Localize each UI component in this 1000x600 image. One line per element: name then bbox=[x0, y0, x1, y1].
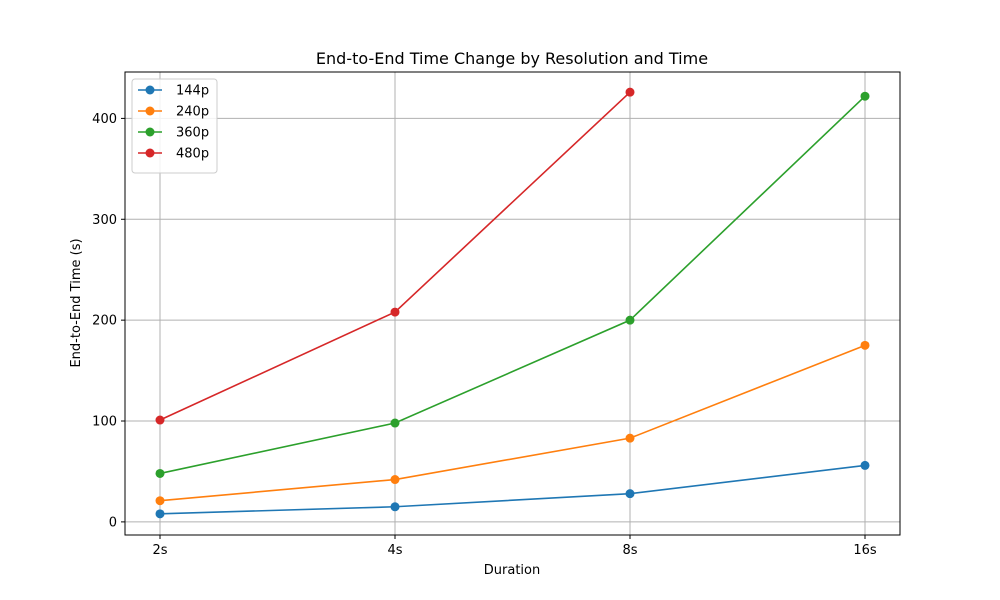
legend-label: 144p bbox=[176, 84, 209, 99]
legend-label: 240p bbox=[176, 105, 209, 120]
series-144p bbox=[155, 460, 870, 519]
data-point bbox=[860, 91, 870, 101]
y-tick: 100 bbox=[92, 415, 125, 430]
legend-marker bbox=[145, 85, 155, 95]
x-tick-label: 8s bbox=[622, 543, 637, 558]
y-tick-label: 0 bbox=[109, 515, 117, 530]
legend-box bbox=[131, 78, 218, 174]
legend-item: 360p bbox=[138, 126, 209, 141]
y-tick: 300 bbox=[92, 213, 125, 228]
y-tick-label: 100 bbox=[92, 415, 117, 430]
x-axis: 2s 4s 8s 16s bbox=[152, 535, 877, 558]
data-point bbox=[625, 315, 635, 325]
x-tick: 8s bbox=[622, 535, 638, 558]
x-axis-label: Duration bbox=[484, 563, 540, 578]
legend-marker bbox=[145, 127, 155, 137]
legend-label: 360p bbox=[176, 126, 209, 141]
data-point bbox=[625, 87, 635, 97]
legend-item: 240p bbox=[138, 105, 209, 120]
chart-title: End-to-End Time Change by Resolution and… bbox=[316, 49, 708, 68]
data-point bbox=[155, 509, 165, 519]
series-line bbox=[159, 464, 866, 515]
series-layer bbox=[155, 87, 870, 519]
series-480p bbox=[155, 87, 635, 425]
series-240p bbox=[155, 340, 870, 506]
y-axis-label: End-to-End Time (s) bbox=[69, 238, 84, 367]
x-tick-label: 16s bbox=[853, 543, 877, 558]
series-line bbox=[159, 344, 866, 502]
data-point bbox=[390, 475, 400, 485]
y-tick: 200 bbox=[92, 314, 125, 329]
legend: 144p 240p 360p 480p bbox=[131, 78, 218, 174]
series-360p bbox=[155, 91, 870, 478]
grid bbox=[125, 72, 900, 535]
legend-marker bbox=[145, 148, 155, 158]
series-line bbox=[159, 95, 866, 475]
y-tick: 0 bbox=[109, 515, 125, 530]
legend-item: 144p bbox=[138, 84, 209, 99]
data-point bbox=[625, 489, 635, 499]
data-point bbox=[155, 415, 165, 425]
data-point bbox=[390, 502, 400, 512]
x-tick: 2s bbox=[152, 535, 168, 558]
x-tick: 4s bbox=[387, 535, 403, 558]
data-point bbox=[155, 496, 165, 506]
y-tick-label: 200 bbox=[92, 314, 117, 329]
y-axis: 0 100 200 300 400 bbox=[92, 112, 125, 530]
data-point bbox=[390, 418, 400, 428]
y-tick: 400 bbox=[92, 112, 125, 127]
legend-label: 480p bbox=[176, 147, 209, 162]
y-tick-label: 400 bbox=[92, 112, 117, 127]
x-tick: 16s bbox=[853, 535, 877, 558]
data-point bbox=[860, 340, 870, 350]
data-point bbox=[625, 433, 635, 443]
y-tick-label: 300 bbox=[92, 213, 117, 228]
data-point bbox=[860, 460, 870, 470]
data-point bbox=[155, 468, 165, 478]
plot-frame bbox=[124, 71, 901, 536]
data-point bbox=[390, 307, 400, 317]
legend-item: 480p bbox=[138, 147, 209, 162]
legend-marker bbox=[145, 106, 155, 116]
x-tick-label: 2s bbox=[152, 543, 167, 558]
x-tick-label: 4s bbox=[387, 543, 402, 558]
